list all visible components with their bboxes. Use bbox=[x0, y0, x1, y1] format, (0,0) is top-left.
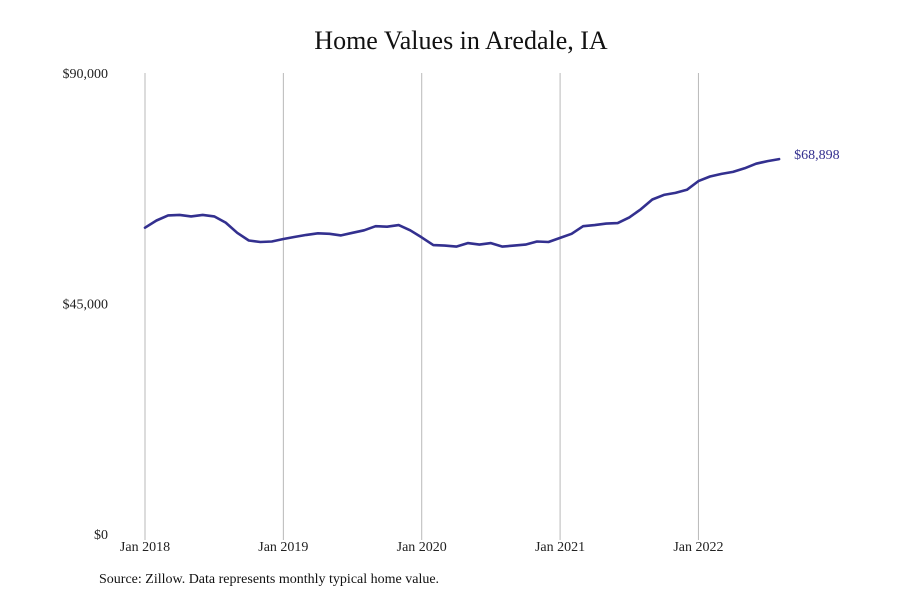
x-tick-label: Jan 2019 bbox=[258, 540, 308, 555]
y-tick-label: $0 bbox=[94, 528, 108, 543]
chart-title: Home Values in Aredale, IA bbox=[314, 26, 608, 55]
source-note: Source: Zillow. Data represents monthly … bbox=[99, 572, 440, 587]
x-tick-label: Jan 2022 bbox=[673, 540, 723, 555]
y-axis: $0 $45,000 $90,000 bbox=[63, 67, 109, 543]
x-tick-label: Jan 2021 bbox=[535, 540, 585, 555]
x-tick-label: Jan 2018 bbox=[120, 540, 170, 555]
x-axis: Jan 2018 Jan 2019 Jan 2020 Jan 2021 Jan 2022 bbox=[120, 540, 724, 555]
x-tick-label: Jan 2020 bbox=[397, 540, 447, 555]
series-line bbox=[143, 157, 781, 248]
end-value-label: $68,898 bbox=[794, 148, 840, 163]
y-tick-label: $90,000 bbox=[63, 67, 109, 82]
series-group bbox=[143, 157, 781, 248]
y-tick-label: $45,000 bbox=[63, 298, 109, 313]
annotations: $68,898 bbox=[794, 148, 840, 163]
grid-lines bbox=[144, 73, 699, 540]
